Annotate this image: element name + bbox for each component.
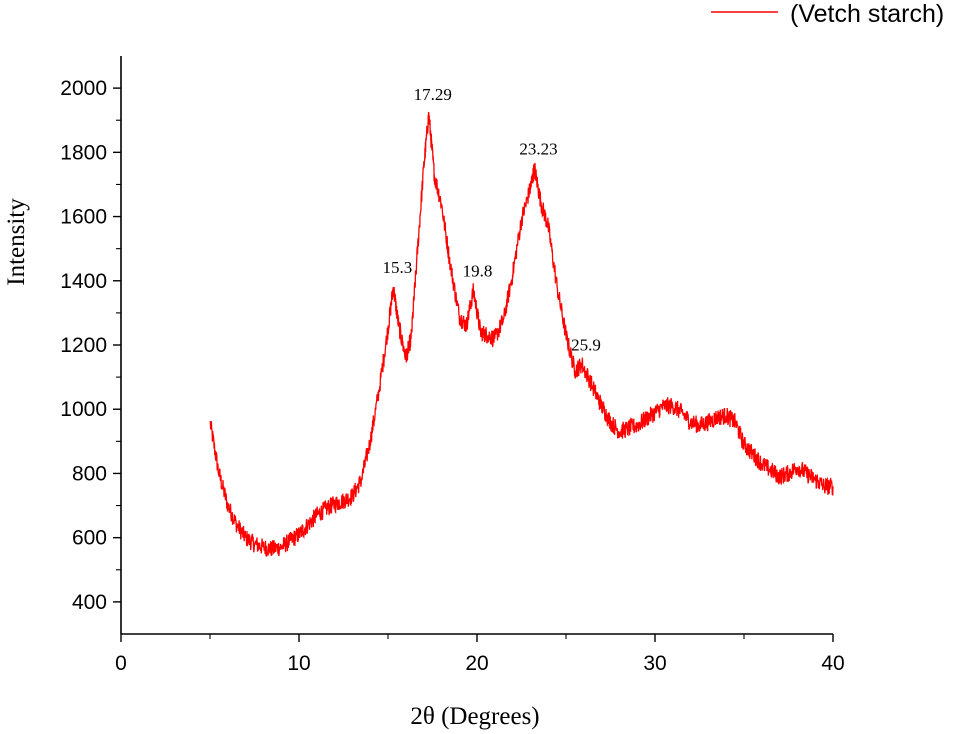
peak-label: 17.29 bbox=[414, 85, 452, 104]
y-tick-label: 1800 bbox=[60, 141, 107, 164]
y-tick-label: 1600 bbox=[60, 206, 107, 229]
peak-label: 19.8 bbox=[463, 261, 493, 280]
x-tick-label: 30 bbox=[643, 652, 666, 675]
x-axis-ticks: 0 10 20 30 40 bbox=[115, 634, 845, 675]
peak-annotations: 15.3 17.29 19.8 23.23 25.9 bbox=[382, 85, 600, 354]
y-tick-label: 800 bbox=[72, 462, 107, 485]
y-tick-label: 600 bbox=[72, 527, 107, 550]
y-tick-label: 2000 bbox=[60, 77, 107, 100]
x-tick-label: 20 bbox=[465, 652, 488, 675]
legend-label: (Vetch starch) bbox=[790, 0, 944, 28]
x-tick-label: 10 bbox=[287, 652, 310, 675]
x-tick-label: 0 bbox=[115, 652, 127, 675]
y-tick-label: 1400 bbox=[60, 270, 107, 293]
y-axis-title: Intensity bbox=[3, 198, 30, 286]
legend: (Vetch starch) bbox=[711, 0, 944, 28]
y-tick-label: 400 bbox=[72, 591, 107, 614]
x-tick-label: 40 bbox=[821, 652, 844, 675]
y-tick-label: 1000 bbox=[60, 398, 107, 421]
x-axis-title: 2θ (Degrees) bbox=[410, 703, 539, 730]
y-axis-ticks: 400 600 800 1000 1200 1400 1600 1800 2000 bbox=[60, 77, 121, 614]
y-tick-label: 1200 bbox=[60, 334, 107, 357]
peak-label: 25.9 bbox=[571, 335, 601, 354]
peak-label: 23.23 bbox=[519, 139, 557, 158]
series-line-vetch-starch bbox=[209, 111, 834, 558]
peak-label: 15.3 bbox=[382, 258, 412, 277]
